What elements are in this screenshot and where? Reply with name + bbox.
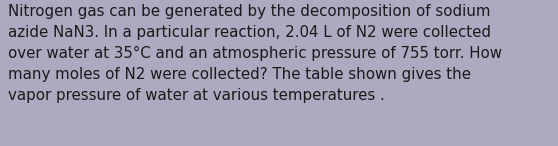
Text: Nitrogen gas can be generated by the decomposition of sodium
azide NaN3. In a pa: Nitrogen gas can be generated by the dec… xyxy=(8,4,502,103)
